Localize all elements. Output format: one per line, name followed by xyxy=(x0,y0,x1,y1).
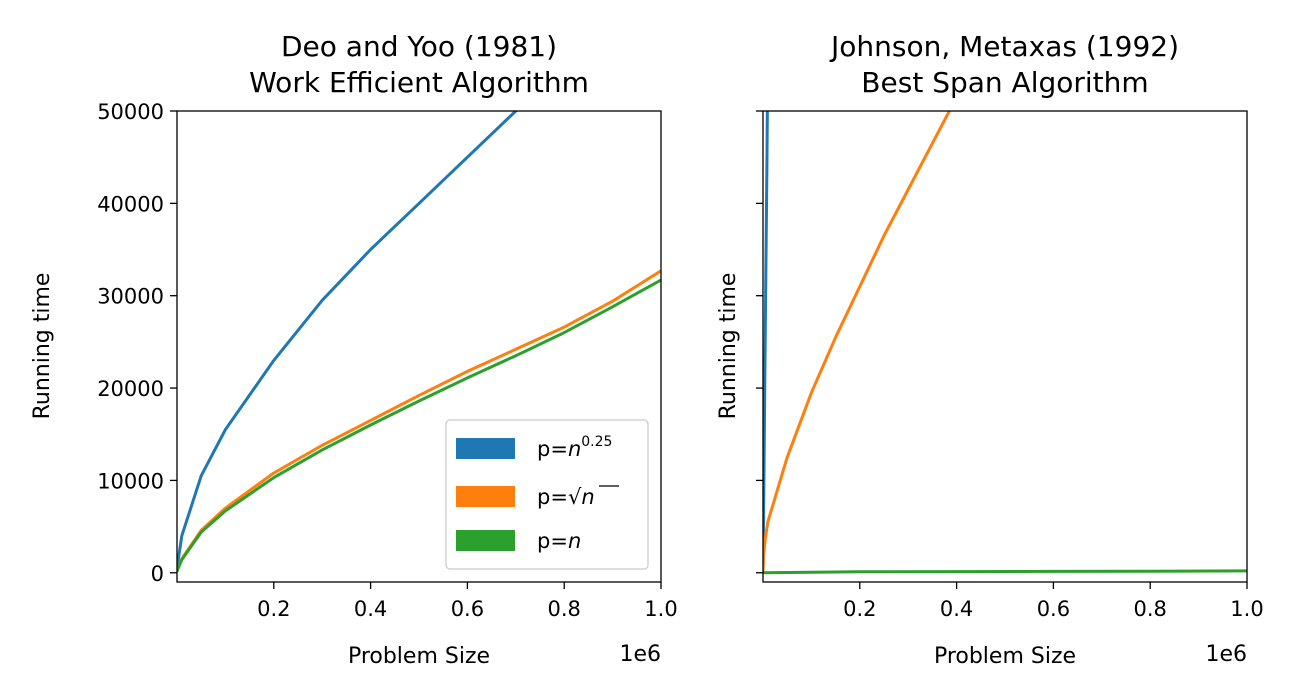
left-chart-title: Deo and Yoo (1981) xyxy=(281,30,557,63)
right-y-axis-label: Running time xyxy=(716,273,741,420)
right-ticks-layer: 0.2 0.4 0.6 0.8 1.0 xyxy=(756,110,1264,621)
right-x-offset-label: 1e6 xyxy=(1205,642,1247,667)
legend-swatch-green xyxy=(456,530,515,551)
legend-swatch-blue xyxy=(456,438,515,459)
legend-label-sqrt-n: p=√n xyxy=(537,485,595,509)
right-chart-subtitle: Best Span Algorithm xyxy=(861,66,1148,99)
left-x-axis-label: Problem Size xyxy=(348,644,490,669)
left-y-tick-label: 50000 xyxy=(97,100,164,124)
left-y-tick-label: 0 xyxy=(151,562,164,586)
legend: p=n0.25 p=√n p=n xyxy=(445,419,649,570)
left-plot-frame xyxy=(176,110,662,583)
right-plot-frame xyxy=(762,110,1248,583)
right-series-line-orange xyxy=(763,111,952,573)
right-x-axis-label: Problem Size xyxy=(934,644,1076,669)
left-y-axis-label: Running time xyxy=(30,273,55,420)
right-chart-title: Johnson, Metaxas (1992) xyxy=(829,30,1179,63)
legend-swatch-orange xyxy=(456,486,515,507)
legend-label-n-025: p=n0.25 xyxy=(537,434,612,461)
left-y-tick-label: 30000 xyxy=(97,285,164,309)
left-x-tick-label: 1.0 xyxy=(644,597,677,621)
left-y-tick-label: 40000 xyxy=(97,192,164,216)
left-series-layer xyxy=(177,111,661,573)
left-chart: Deo and Yoo (1981) Work Efficient Algori… xyxy=(30,30,678,669)
right-x-tick-label: 0.4 xyxy=(940,597,973,621)
left-x-tick-label: 0.4 xyxy=(354,597,387,621)
right-x-tick-label: 0.2 xyxy=(843,597,876,621)
right-series-line-blue xyxy=(763,111,769,573)
right-series-layer xyxy=(763,111,1247,575)
left-ticks-layer: 0.2 0.4 0.6 0.8 1.0 0 10000 20000 30000 40000 5000… xyxy=(97,100,678,621)
left-series-line-blue xyxy=(177,111,519,571)
right-x-tick-label: 0.6 xyxy=(1037,597,1070,621)
left-x-tick-label: 0.6 xyxy=(451,597,484,621)
left-y-tick-label: 20000 xyxy=(97,377,164,401)
right-x-tick-label: 1.0 xyxy=(1230,597,1263,621)
left-x-tick-label: 0.2 xyxy=(257,597,290,621)
left-chart-subtitle: Work Efficient Algorithm xyxy=(249,66,589,99)
left-x-offset-label: 1e6 xyxy=(619,642,661,667)
left-series-line-green xyxy=(177,278,661,573)
right-x-tick-label: 0.8 xyxy=(1133,597,1166,621)
legend-label-n: p=n xyxy=(537,529,581,553)
right-series-line-green xyxy=(763,569,1247,575)
left-x-tick-label: 0.8 xyxy=(547,597,580,621)
left-y-tick-label: 10000 xyxy=(97,469,164,493)
right-chart: Johnson, Metaxas (1992) Best Span Algori… xyxy=(716,30,1264,669)
